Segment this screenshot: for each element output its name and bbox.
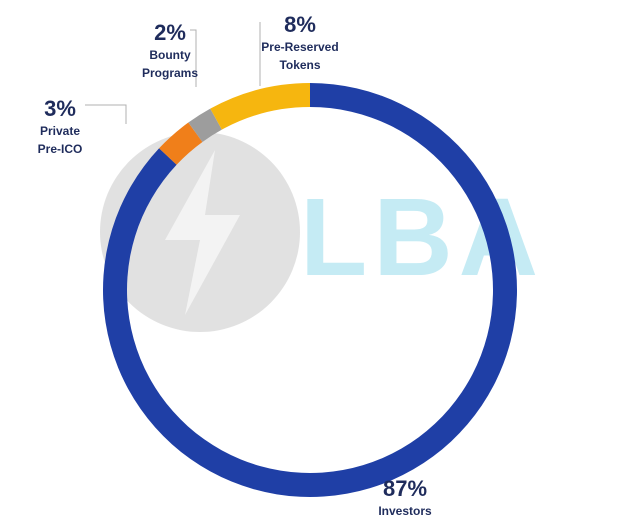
slice-percent: 8%	[260, 12, 340, 37]
donut-chart: LBA 87%Investors 3%PrivatePre-ICO 2%Bounty…	[0, 0, 640, 528]
slice-label: Investors	[345, 502, 465, 520]
slice-label: Pre-ReservedTokens	[240, 38, 360, 75]
chart-svg: LBA	[0, 0, 640, 528]
slice-label: BountyPrograms	[110, 46, 230, 83]
slice-percent: 2%	[130, 20, 210, 45]
slice-percent: 87%	[365, 476, 445, 501]
slice-label: PrivatePre-ICO	[0, 122, 120, 159]
slice-percent: 3%	[20, 96, 100, 121]
